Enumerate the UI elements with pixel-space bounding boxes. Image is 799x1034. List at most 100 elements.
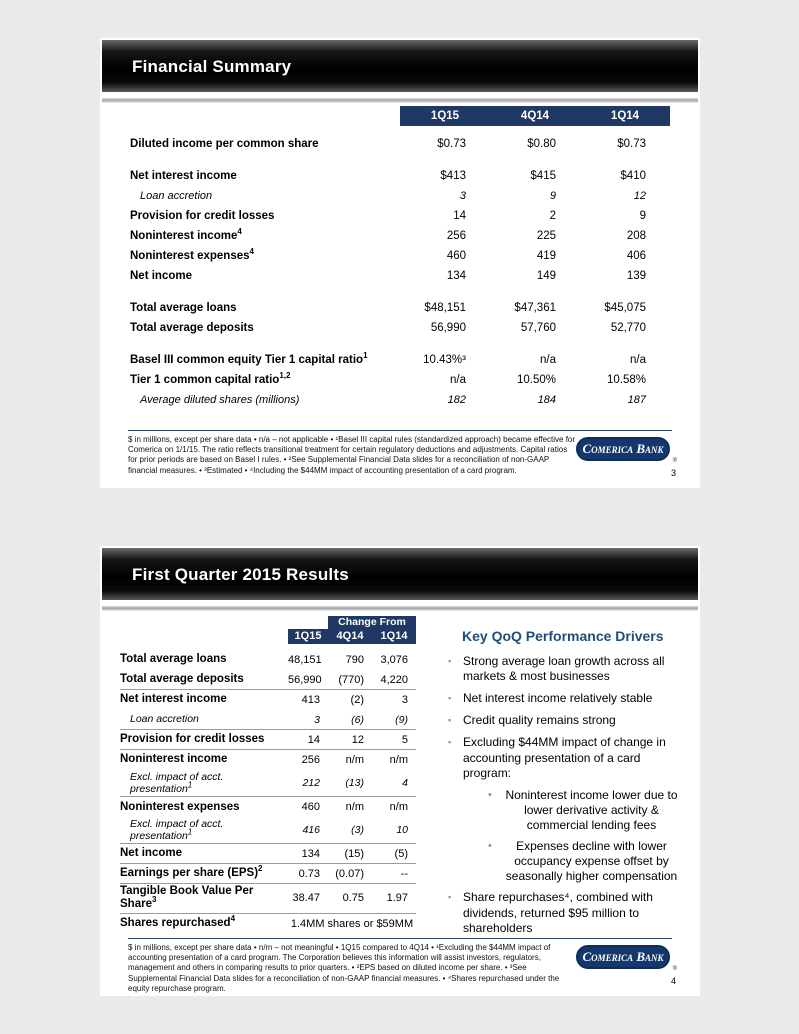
cell-value: $0.73 (617, 138, 646, 150)
cell-value: $0.80 (527, 138, 556, 150)
column-header-bar: 1Q15 4Q14 1Q14 (400, 106, 670, 126)
comerica-logo-pill: Comerica Bank (576, 437, 670, 461)
column-label: 1Q14 (610, 110, 640, 122)
cell-value: 56,990 (430, 322, 466, 334)
cell-value: (0.07) (335, 867, 364, 880)
page-number: 4 (670, 976, 676, 986)
cell-value: $47,361 (514, 302, 556, 314)
cell-value: 56,990 (288, 673, 322, 686)
cell-value: 4,220 (380, 673, 408, 686)
row-label: Average diluted shares (millions) (140, 394, 300, 406)
cell-value: 134 (301, 847, 320, 860)
table-row: Total average loans $48,151 $47,361 $45,075 (130, 298, 670, 318)
row-spacer (130, 338, 670, 350)
table-row: Loan accretion 3 (6) (9) (120, 710, 416, 730)
square-bullet-icon: ▪ (448, 693, 452, 704)
row-label: Noninterest income4 (130, 227, 242, 242)
change-from-label: Change From (328, 616, 416, 629)
slide-footer: $ in millions, except per share data • n… (128, 430, 677, 476)
table-row: Noninterest expenses4 460 419 406 (130, 246, 670, 266)
table-row: Noninterest expenses 460 n/m n/m (120, 797, 416, 817)
change-from-row: Change From (120, 616, 416, 629)
comerica-logo-pill: Comerica Bank (576, 945, 670, 969)
cell-value: -- (400, 867, 408, 880)
square-bullet-icon: ▪ (448, 892, 452, 903)
square-bullet-icon: ▪ (448, 656, 452, 666)
cell-value: n/a (450, 374, 466, 386)
bullet-text: Net interest income relatively stable (463, 691, 653, 706)
row-label: Provision for credit losses (130, 210, 275, 222)
row-label: Provision for credit losses (120, 732, 265, 745)
cell-value: (13) (345, 777, 364, 790)
q1-results-table: Change From 1Q15 4Q14 1Q14 Total average… (120, 616, 416, 934)
cell-value: 256 (446, 230, 466, 242)
cell-value: 3,076 (380, 654, 408, 666)
cell-value: (9) (395, 713, 408, 726)
cell-value: 3 (459, 190, 466, 202)
superscript: 1 (363, 351, 368, 361)
table-row: Net income 134 149 139 (130, 266, 670, 286)
table-row: Tangible Book Value Per Share3 38.47 0.75 1… (120, 884, 416, 914)
cell-value: 5 (401, 733, 408, 746)
bullet-text: Credit quality remains strong (463, 713, 616, 728)
cell-value: 419 (536, 250, 556, 262)
cell-value: 14 (307, 733, 320, 746)
row-label: Basel III common equity Tier 1 capital r… (130, 351, 368, 366)
cell-value: $410 (620, 170, 646, 182)
cell-value: 10.43%³ (423, 354, 466, 366)
registered-trademark-icon: ® (672, 458, 677, 464)
table-row: Basel III common equity Tier 1 capital r… (130, 350, 670, 370)
cell-value: 10.50% (516, 374, 556, 386)
column-label: 1Q15 (288, 629, 328, 644)
cell-value: 10.58% (606, 374, 646, 386)
cell-value: 149 (536, 270, 556, 282)
dot-bullet-icon: • (488, 788, 492, 801)
table-column-header: 1Q15 4Q14 1Q14 (130, 106, 670, 126)
table-row: Excl. impact of acct. presentation1 416 (3… (120, 817, 416, 845)
financial-summary-table-body: Diluted income per common share $0.73 $0.8… (130, 134, 670, 410)
row-label: Net income (120, 847, 182, 860)
row-label: Loan accretion (140, 190, 213, 202)
cell-value: 12 (351, 733, 364, 746)
qoq-drivers-list: ▪ Strong average loan growth across all m… (448, 654, 686, 936)
table-row: Total average loans 48,151 790 3,076 (120, 650, 416, 670)
cell-value: 139 (626, 270, 646, 282)
superscript: 2 (258, 864, 263, 874)
bullet-text: Share repurchases⁴, combined with divide… (463, 890, 653, 935)
cell-value: $415 (530, 170, 556, 182)
bullet-item: ▪ Excluding $44MM impact of change in acc… (448, 735, 686, 780)
cell-value: n/a (630, 354, 646, 366)
row-label: Excl. impact of acct. presentation1 (130, 771, 224, 796)
table-row: Diluted income per common share $0.73 $0.8… (130, 134, 670, 154)
cell-value: 1.4MM shares or $59MM (290, 917, 414, 930)
footnote-text: $ in millions, except per share data • n… (128, 943, 560, 993)
bullet-item: • Expenses decline with lower occupancy e… (488, 839, 682, 884)
bullet-item: ▪ Strong average loan growth across all m… (448, 654, 686, 684)
superscript: 3 (151, 895, 157, 905)
cell-value: 790 (345, 654, 364, 666)
table-row: Average diluted shares (millions) 182 184 1… (130, 390, 670, 410)
footnote-text: $ in millions, except per share data • n… (128, 435, 576, 475)
bullet-item: • Noninterest income lower due to lower d… (488, 788, 682, 833)
page-number: 3 (670, 468, 676, 478)
cell-value: 3 (401, 694, 408, 706)
slide-footer: $ in millions, except per share data • n… (128, 938, 677, 994)
bullet-text: Strong average loan growth across all ma… (463, 654, 665, 684)
table-row: Total average deposits 56,990 57,760 52,770 (130, 318, 670, 338)
bullet-text: Excluding $44MM impact of change in acco… (463, 735, 666, 780)
superscript: 1 (187, 827, 193, 837)
cell-value: $0.73 (437, 138, 466, 150)
cell-value: 413 (301, 694, 320, 706)
row-label: Noninterest income (120, 753, 228, 766)
table-row: Tier 1 common capital ratio1,2 n/a 10.50% 1… (130, 370, 670, 390)
cell-value: 256 (301, 754, 320, 766)
q1-results-table-body: Total average loans 48,151 790 3,076 Total a… (120, 650, 416, 934)
cell-value: n/m (389, 801, 408, 814)
column-label: 4Q14 (520, 110, 550, 122)
square-bullet-icon: ▪ (448, 737, 452, 748)
row-label: Total average deposits (120, 672, 244, 685)
table-row: Noninterest income4 256 225 208 (130, 226, 670, 246)
bullet-item: ▪ Share repurchases⁴, combined with divid… (448, 890, 686, 935)
cell-value: 416 (302, 824, 320, 837)
superscript: 1 (187, 780, 193, 790)
